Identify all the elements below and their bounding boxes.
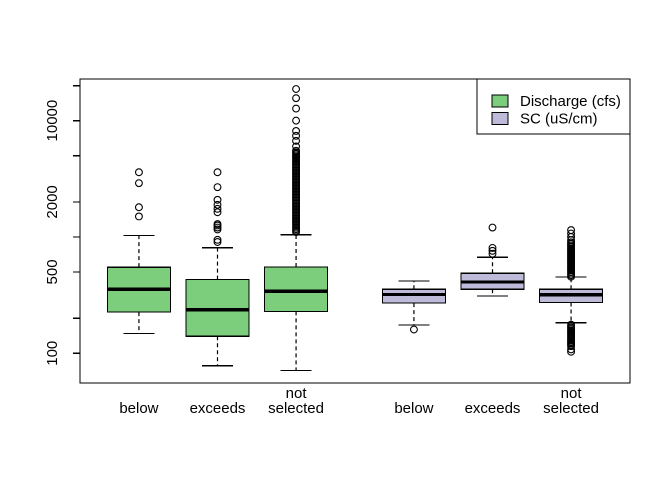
outlier-point bbox=[213, 238, 222, 246]
outlier-point bbox=[567, 347, 576, 356]
x-category-label-exceeds: exceeds bbox=[465, 400, 521, 417]
outlier-point bbox=[488, 246, 497, 255]
outlier-point bbox=[213, 204, 222, 213]
legend-label-discharge-cfs: Discharge (cfs) bbox=[520, 93, 621, 110]
y-tick-label-10000: 10000 bbox=[44, 100, 61, 142]
boxplot-sc-us-cm-exceeds bbox=[460, 223, 525, 297]
outlier-point bbox=[213, 200, 222, 209]
outlier-point bbox=[567, 320, 576, 329]
outlier-point bbox=[567, 226, 576, 235]
x-category-label-exceeds: exceeds bbox=[190, 400, 246, 417]
outlier-point bbox=[488, 223, 497, 232]
boxplot-discharge-cfs-exceeds bbox=[185, 168, 250, 367]
boxplot-discharge-cfs-below bbox=[106, 168, 172, 335]
y-tick-label-500: 500 bbox=[44, 259, 61, 284]
outlier-point bbox=[213, 195, 222, 204]
outlier-point bbox=[292, 85, 301, 93]
outlier-point bbox=[292, 104, 301, 113]
x-category-label-not-selected: selected bbox=[543, 400, 599, 417]
outlier-point bbox=[292, 136, 301, 145]
y-tick-label-100: 100 bbox=[44, 341, 61, 366]
outlier-point bbox=[213, 208, 222, 217]
outlier-point bbox=[213, 220, 222, 229]
plot-frame bbox=[79, 78, 631, 384]
outlier-point bbox=[134, 212, 143, 221]
outlier-point bbox=[567, 229, 576, 238]
x-category-label-below: below bbox=[119, 400, 158, 417]
boxplot-sc-us-cm-not-selected bbox=[538, 226, 604, 356]
outlier-point bbox=[292, 131, 301, 140]
outlier-point bbox=[134, 168, 143, 177]
outlier-point bbox=[213, 223, 222, 232]
outlier-point bbox=[213, 183, 222, 192]
outlier-point bbox=[292, 94, 301, 103]
iqr-box bbox=[263, 266, 329, 313]
outlier-point bbox=[292, 116, 301, 125]
outlier-point bbox=[292, 127, 301, 135]
x-category-label-not-selected: selected bbox=[268, 400, 324, 417]
boxplot-sc-us-cm-below bbox=[381, 280, 447, 334]
legend-label-sc-us-cm: SC (uS/cm) bbox=[520, 111, 598, 128]
x-category-label-not-selected: not bbox=[286, 385, 308, 402]
x-category-label-below: below bbox=[394, 400, 433, 417]
outlier-point bbox=[567, 238, 576, 247]
outlier-point bbox=[213, 168, 222, 177]
outlier-point bbox=[567, 345, 576, 354]
legend: Discharge (cfs)SC (uS/cm) bbox=[476, 78, 631, 135]
outlier-point bbox=[409, 325, 418, 334]
outlier-point bbox=[292, 146, 301, 155]
outlier-point bbox=[134, 203, 143, 212]
outlier-point bbox=[292, 142, 301, 151]
outlier-point bbox=[134, 179, 143, 188]
y-tick-label-2000: 2000 bbox=[44, 185, 61, 218]
outlier-point bbox=[488, 243, 497, 252]
legend-swatch-discharge-cfs bbox=[491, 94, 509, 108]
outlier-point bbox=[213, 235, 222, 244]
x-category-label-not-selected: not bbox=[561, 385, 583, 402]
boxplot-discharge-cfs-not-selected bbox=[263, 85, 329, 372]
iqr-box bbox=[185, 278, 250, 337]
legend-swatch-sc-us-cm bbox=[491, 111, 509, 126]
outlier-point bbox=[488, 249, 497, 258]
